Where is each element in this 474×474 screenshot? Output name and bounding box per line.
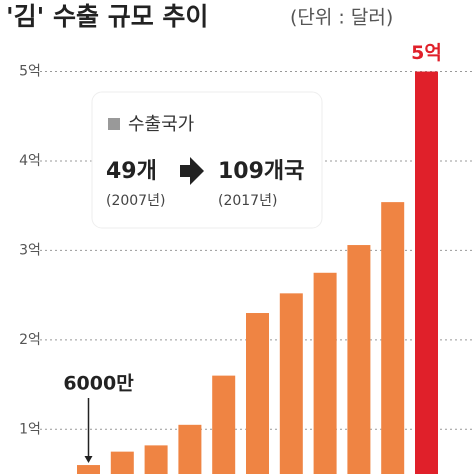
bar: [77, 465, 100, 474]
chart-title: '김' 수출 규모 추이: [6, 2, 208, 31]
bar: [212, 375, 236, 474]
to-value: 109개국: [218, 159, 304, 184]
value-label: 5억: [411, 42, 442, 64]
to-year: (2017년): [218, 193, 277, 209]
value-label: 6000만: [63, 373, 134, 395]
bar: [279, 293, 303, 474]
bar: [178, 424, 202, 474]
y-tick-label: 1억: [19, 421, 41, 437]
y-tick-label: 2억: [19, 332, 41, 348]
y-tick-label: 3억: [19, 242, 41, 258]
chart-subtitle: (단위 : 달러): [290, 7, 393, 29]
bar: [110, 451, 134, 474]
bar: [144, 445, 168, 474]
bar: [415, 71, 438, 474]
arrow-head: [84, 456, 93, 464]
legend-swatch: [108, 118, 120, 130]
y-tick-label: 5억: [19, 64, 41, 80]
y-tick-label: 4억: [19, 153, 41, 169]
bar: [246, 313, 269, 474]
from-year: (2007년): [106, 193, 165, 209]
arrow: [180, 157, 204, 185]
legend-label: 수출국가: [128, 114, 194, 135]
from-value: 49개: [106, 159, 157, 184]
legend-box: [91, 91, 323, 229]
bar: [347, 245, 371, 474]
bar: [381, 202, 405, 474]
bar: [313, 272, 337, 474]
